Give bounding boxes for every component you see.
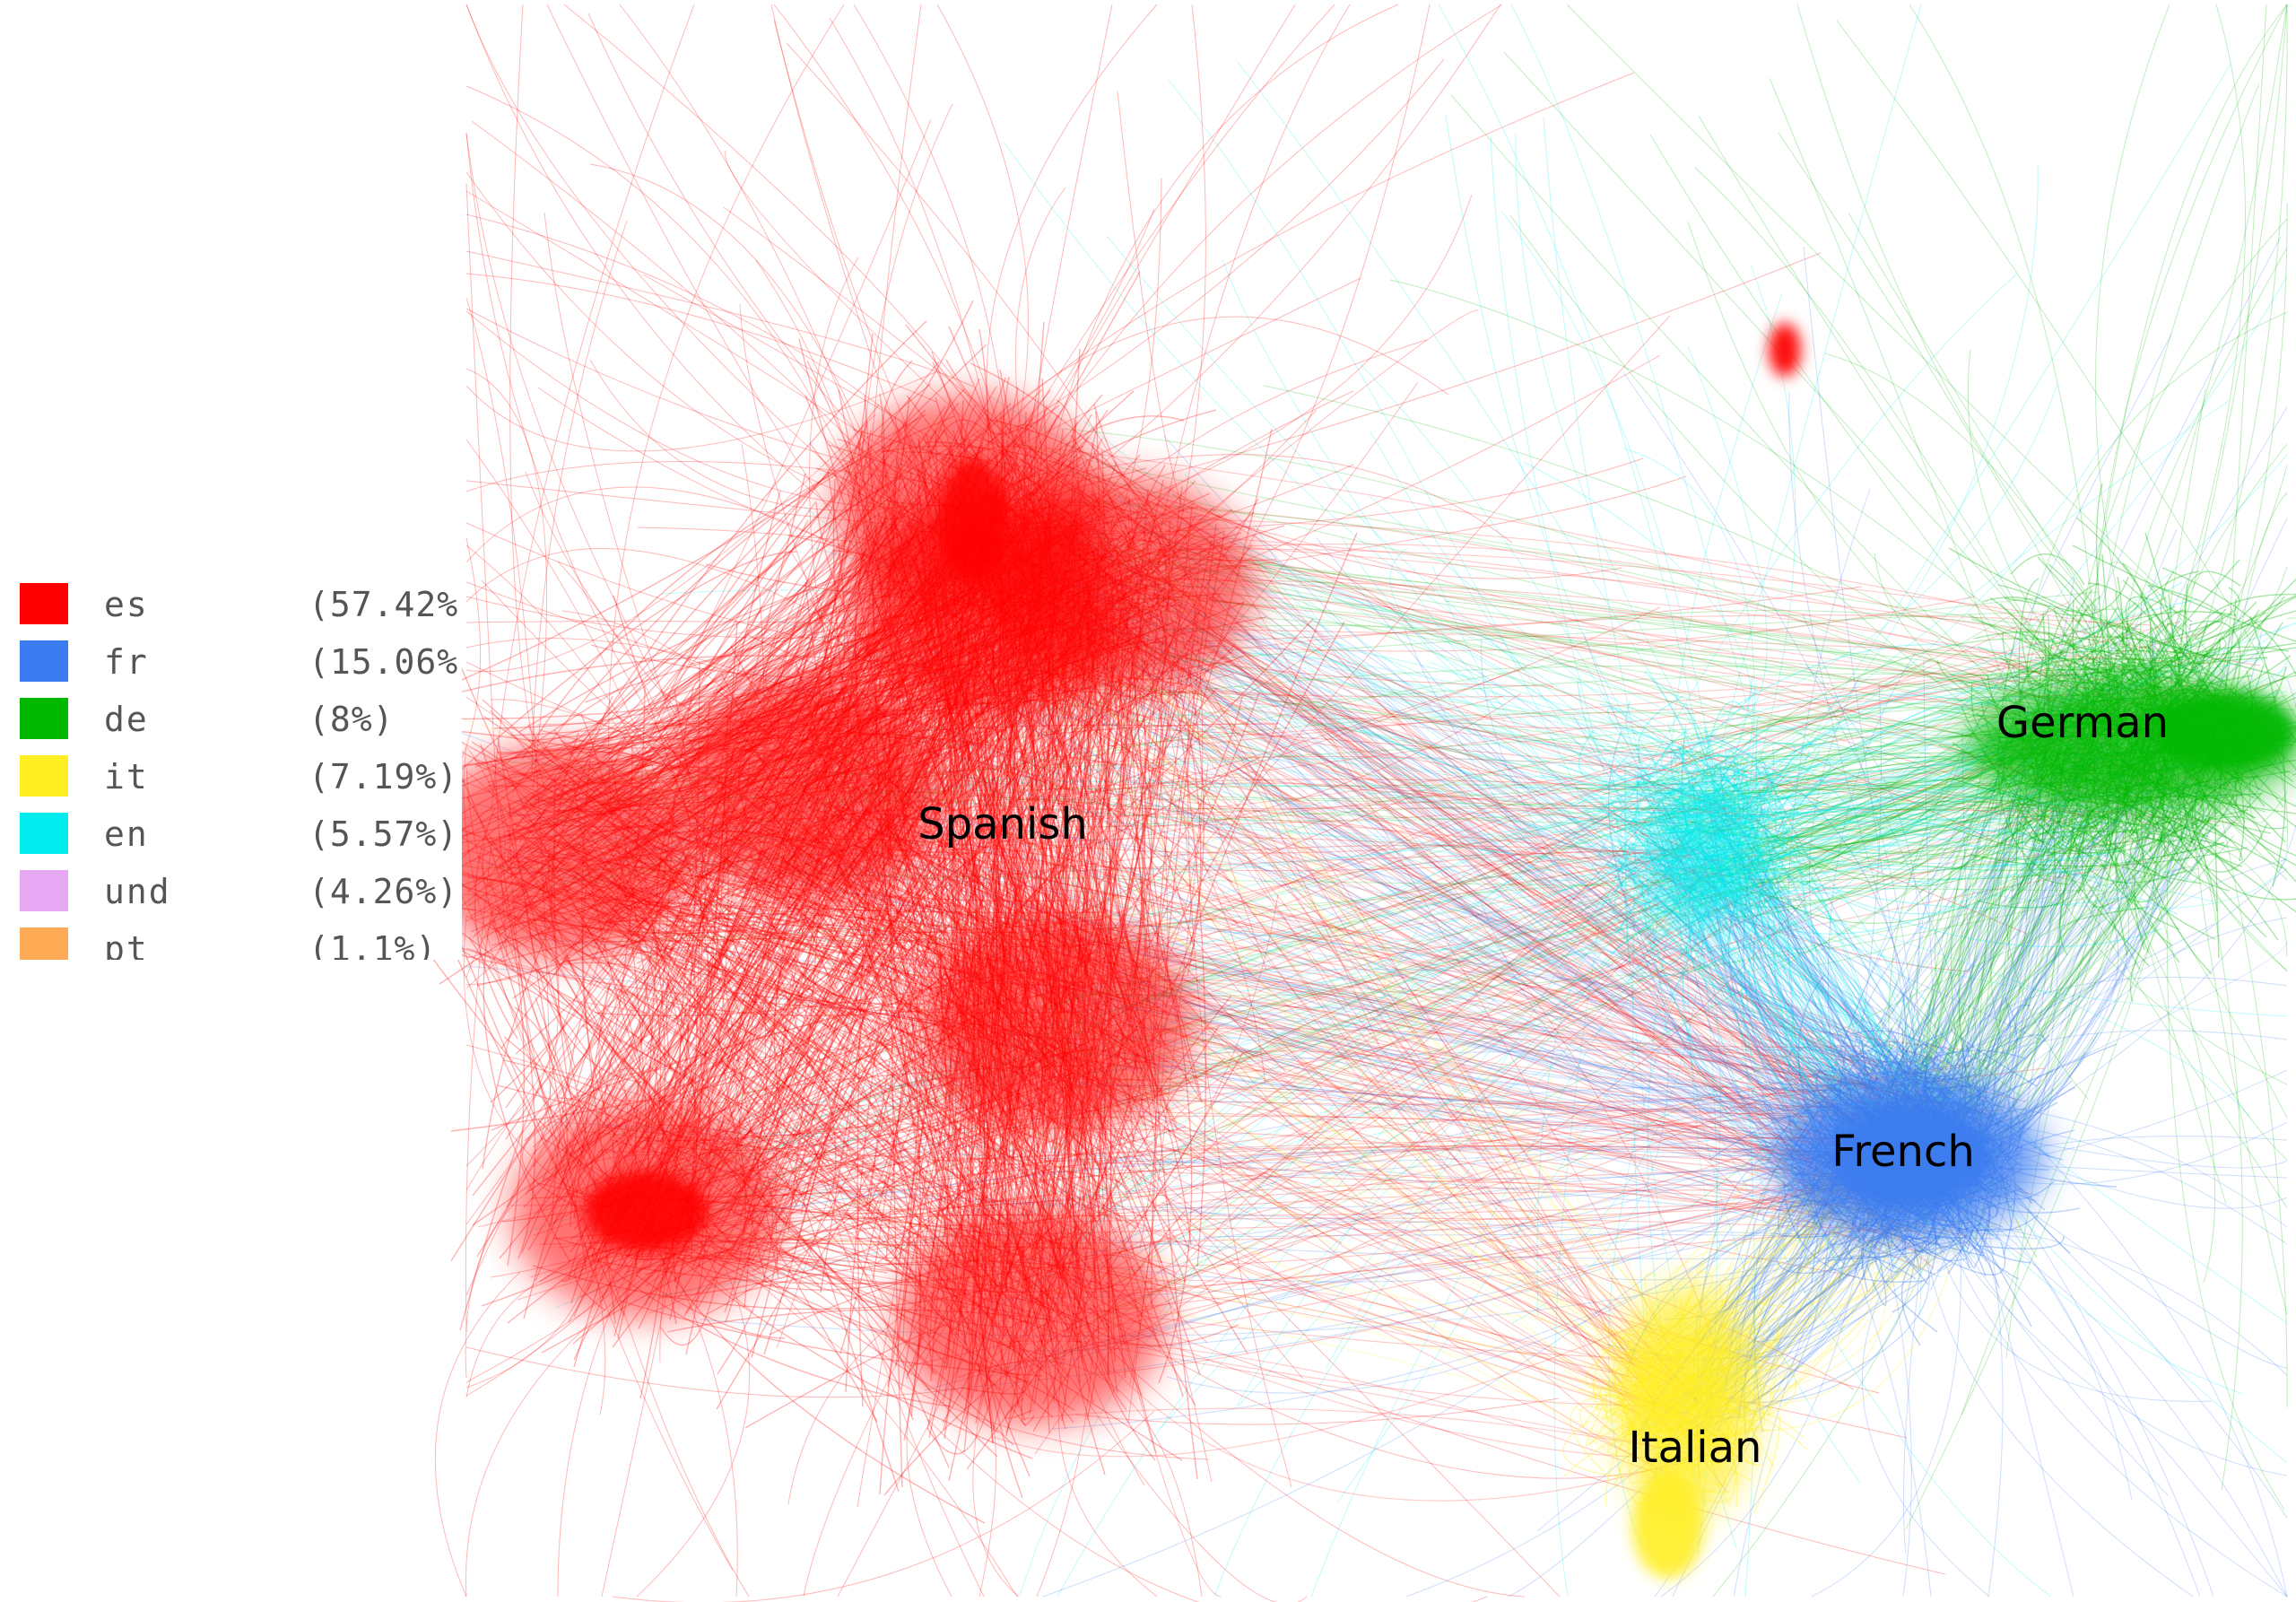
legend-code: en xyxy=(104,814,149,854)
cluster-label-italian: Italian xyxy=(1629,1423,1762,1473)
legend-item: en (5.57%) xyxy=(0,804,462,861)
legend-item: fr (15.06%) xyxy=(0,631,462,689)
cluster-label-french: French xyxy=(1831,1127,1975,1177)
legend-item: it (7.19%) xyxy=(0,746,462,804)
legend-percentage: (4.26%) xyxy=(309,872,459,911)
legend-code: it xyxy=(104,757,149,797)
legend-code: de xyxy=(104,700,149,739)
legend-percentage: (7.19%) xyxy=(309,757,459,797)
legend-code: pt xyxy=(104,929,149,960)
legend-percentage: (1.1%) xyxy=(309,929,438,960)
legend-code: und xyxy=(104,872,171,911)
cluster-label-spanish: Spanish xyxy=(918,799,1088,849)
legend-swatch-es xyxy=(20,583,68,624)
legend-item: es (57.42%) xyxy=(0,574,462,631)
network-clusters xyxy=(422,323,2296,1579)
legend-swatch-it xyxy=(20,755,68,797)
legend-swatch-en xyxy=(20,813,68,854)
legend-swatch-fr xyxy=(20,640,68,682)
legend-percentage: (57.42%) xyxy=(309,585,462,624)
language-legend: es (57.42%) fr (15.06%) de (8%) it (7.19… xyxy=(0,574,462,960)
legend-item: und (4.26%) xyxy=(0,861,462,919)
legend-percentage: (5.57%) xyxy=(309,814,459,854)
legend-percentage: (15.06%) xyxy=(309,642,462,682)
legend-swatch-de xyxy=(20,698,68,739)
cluster-label-german: German xyxy=(1996,698,2169,748)
legend-code: fr xyxy=(104,642,149,682)
legend-code: es xyxy=(104,585,149,624)
legend-swatch-pt xyxy=(20,927,68,960)
legend-item: pt (1.1%) xyxy=(0,919,462,960)
legend-item: de (8%) xyxy=(0,689,462,746)
legend-percentage: (8%) xyxy=(309,700,395,739)
legend-swatch-und xyxy=(20,870,68,911)
